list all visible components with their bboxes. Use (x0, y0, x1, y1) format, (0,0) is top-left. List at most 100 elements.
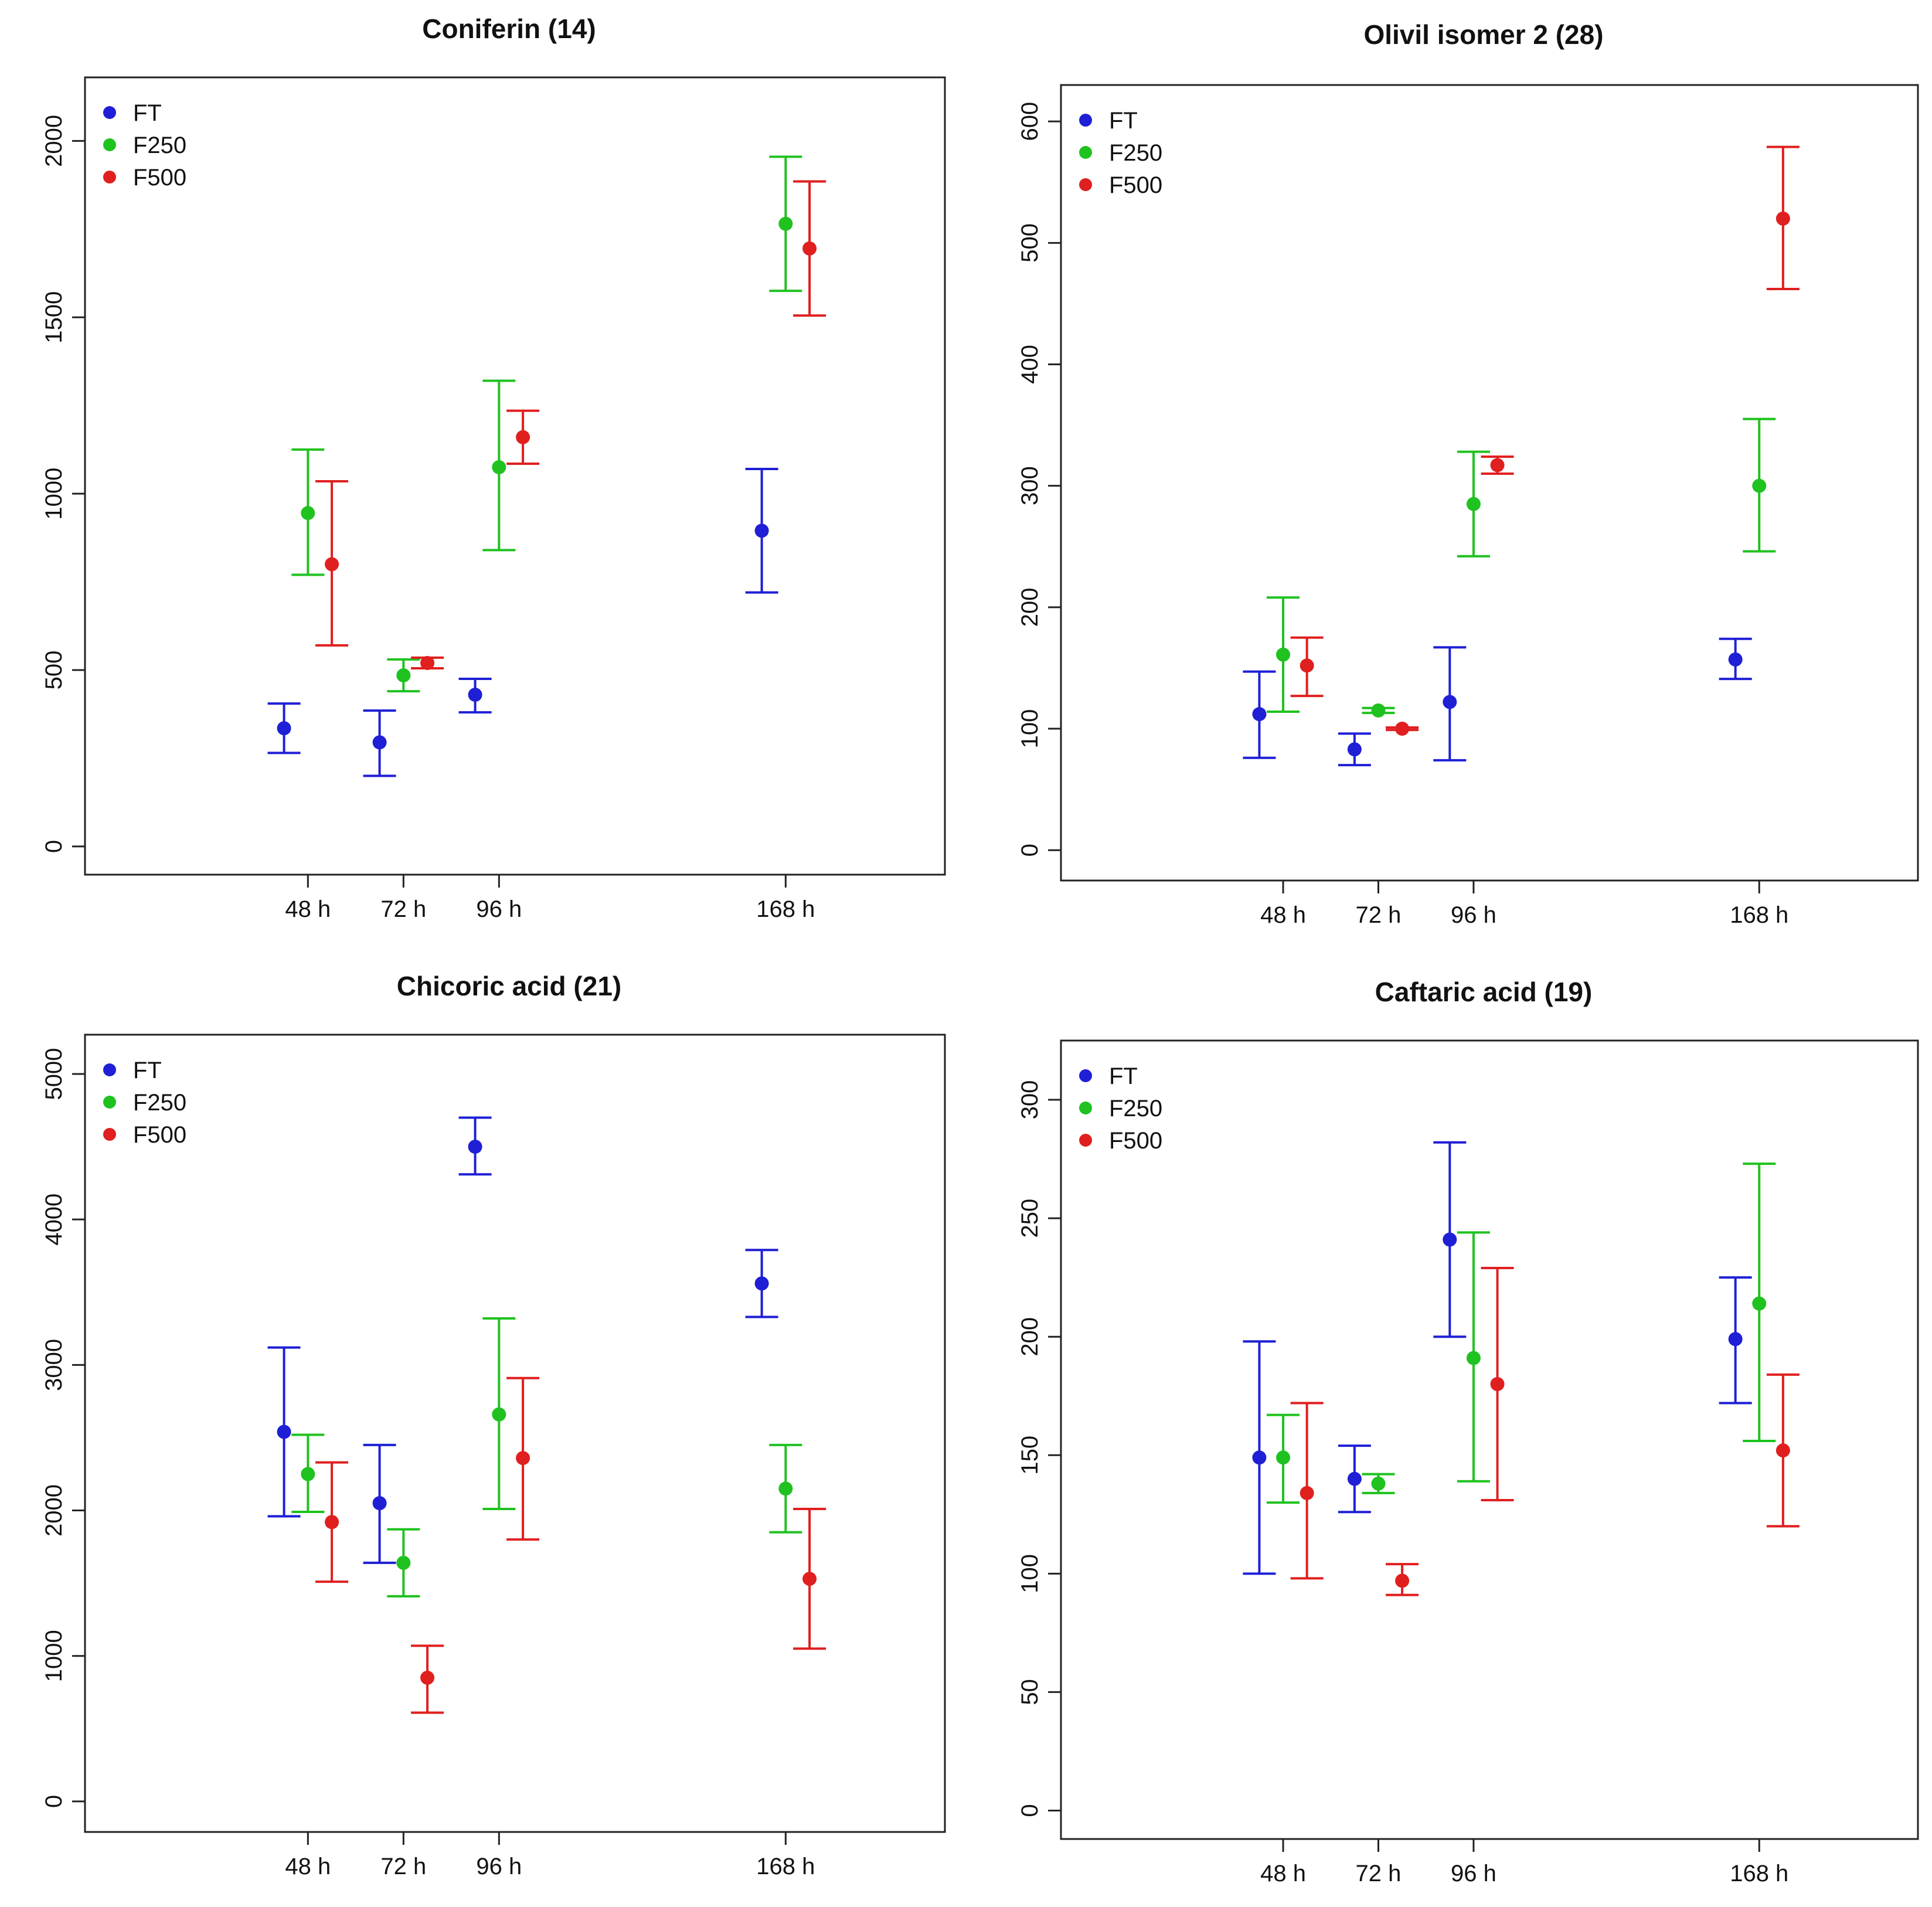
y-tick-label: 600 (1017, 102, 1043, 141)
y-tick-label: 2000 (41, 115, 67, 167)
data-point (325, 1515, 339, 1529)
x-tick-label: 72 h (380, 1854, 426, 1879)
series-ft (267, 467, 778, 777)
data-point (1371, 1476, 1386, 1491)
data-point (468, 688, 482, 702)
data-point (1395, 1573, 1410, 1588)
data-point (372, 735, 387, 750)
data-point (372, 1496, 387, 1511)
x-tick-label: 96 h (1451, 1861, 1496, 1886)
data-point (754, 1276, 769, 1291)
legend-marker-f500 (103, 1128, 116, 1141)
series-f250 (291, 155, 802, 693)
data-point (468, 1140, 482, 1154)
y-tick-label: 0 (41, 1795, 67, 1808)
legend-label-f500: F500 (133, 165, 186, 191)
series-ft (267, 1116, 778, 1564)
x-tick-label: 96 h (1451, 902, 1496, 928)
y-tick-label: 100 (1017, 1554, 1043, 1593)
legend-label-ft: FT (133, 100, 162, 126)
plot-frame (84, 76, 946, 876)
x-tick-label: 48 h (285, 1854, 331, 1879)
data-point (1300, 1486, 1314, 1500)
chart-panel-4: Caftaric acid (19) 0 50 100 150 200 250 300 48 h… (1017, 977, 1919, 1886)
x-tick-label: 168 h (756, 1854, 815, 1879)
y-tick-label: 400 (1017, 345, 1043, 384)
data-point (1347, 1471, 1362, 1486)
data-point (1371, 703, 1386, 718)
legend-label-f250: F250 (1109, 140, 1162, 166)
y-tick-label: 0 (1017, 1804, 1043, 1817)
data-point (1490, 458, 1505, 472)
y-tick-label: 100 (1017, 709, 1043, 749)
data-point (1443, 695, 1457, 709)
plot-frame (1060, 1039, 1919, 1840)
legend-marker-f500 (1079, 1134, 1092, 1147)
data-point (1728, 652, 1743, 667)
data-point (754, 524, 769, 538)
data-point (396, 1555, 411, 1570)
series-ft (1243, 637, 1752, 767)
legend-label-ft: FT (133, 1058, 162, 1083)
legend-label-ft: FT (1109, 108, 1138, 134)
y-tick-label: 200 (1017, 1317, 1043, 1357)
data-point (1466, 497, 1481, 511)
y-tick-label: 1000 (41, 1630, 67, 1682)
data-point (277, 721, 291, 736)
legend: FT F250 F500 (1079, 1063, 1162, 1154)
y-tick-label: 1000 (41, 468, 67, 520)
y-tick-label: 5000 (41, 1048, 67, 1100)
legend-label-f250: F250 (133, 1090, 186, 1116)
x-tick-label: 168 h (756, 896, 815, 922)
x-tick-label: 96 h (476, 1854, 522, 1879)
plot-frame (1060, 84, 1919, 882)
data-point (802, 1572, 817, 1586)
legend: FT F250 F500 (1079, 108, 1162, 198)
y-tick-label: 200 (1017, 587, 1043, 627)
legend: FT F250 F500 (103, 100, 186, 191)
data-point (1752, 1296, 1767, 1311)
x-tick-label: 72 h (1356, 902, 1402, 928)
series-f250 (291, 1317, 802, 1597)
y-tick-label: 50 (1017, 1679, 1043, 1705)
data-point (1466, 1351, 1481, 1365)
legend-label-f250: F250 (1109, 1096, 1162, 1121)
legend-marker-ft (1079, 114, 1092, 127)
y-tick-label: 2000 (41, 1484, 67, 1537)
series-f500 (1290, 1266, 1800, 1596)
legend-marker-ft (103, 106, 116, 119)
y-tick-label: 1500 (41, 291, 67, 344)
data-point (802, 241, 817, 256)
legend: FT F250 F500 (103, 1058, 186, 1148)
data-point (1276, 1450, 1291, 1465)
legend-marker-ft (103, 1063, 116, 1076)
data-point (1276, 647, 1291, 662)
data-point (1252, 707, 1267, 722)
data-point (325, 557, 339, 572)
data-point (277, 1425, 291, 1439)
data-point (516, 430, 530, 444)
chart-title: Olivil isomer 2 (28) (1363, 19, 1603, 50)
legend-marker-ft (1079, 1069, 1092, 1082)
x-tick-label: 168 h (1730, 902, 1788, 928)
data-point (1728, 1332, 1743, 1347)
data-point (1775, 1443, 1790, 1458)
data-point (1443, 1232, 1457, 1247)
legend-marker-f250 (103, 138, 116, 151)
data-point (1752, 478, 1767, 493)
data-point (516, 1451, 530, 1466)
data-point (778, 216, 793, 231)
legend-marker-f500 (1079, 178, 1092, 191)
y-tick-label: 3000 (41, 1339, 67, 1391)
x-tick-label: 48 h (1260, 902, 1306, 928)
data-point (420, 655, 435, 670)
chart-panel-2: Olivil isomer 2 (28) 0 100 200 300 400 500 600 4… (1017, 19, 1919, 928)
chart-title: Chicoric acid (21) (397, 971, 621, 1001)
x-tick-label: 168 h (1730, 1861, 1788, 1886)
legend-label-f500: F500 (1109, 1128, 1162, 1154)
chart-title: Coniferin (14) (422, 13, 596, 44)
chart-panel-3: Chicoric acid (21) 0 1000 2000 3000 4000 5000 4… (41, 971, 946, 1879)
chart-title: Caftaric acid (19) (1375, 977, 1593, 1007)
